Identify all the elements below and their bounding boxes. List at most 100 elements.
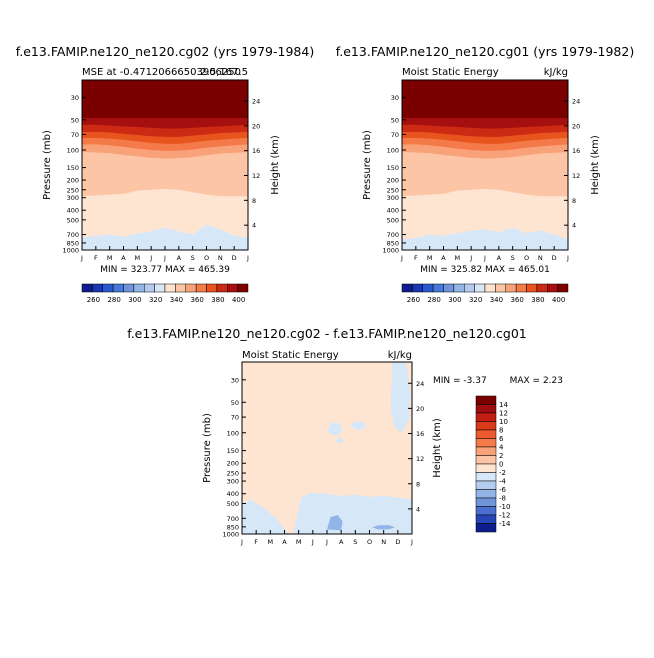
- y-right-tick-label: 12: [572, 172, 580, 180]
- y-tick-label: 150: [387, 164, 399, 172]
- panel-3-stats-max: MAX = 2.23: [510, 376, 563, 386]
- colorbar-swatch: [475, 506, 497, 516]
- colorbar-swatch: [185, 283, 197, 293]
- colorbar-swatch: [475, 514, 497, 524]
- panel-1-subtitle-left: MSE at -0.47120666503906250: [82, 67, 241, 78]
- colorbar-label: 360: [190, 296, 203, 304]
- panel-2: f.e13.FAMIP.ne120_ne120.cg01 (yrs 1979-1…: [336, 44, 634, 304]
- y-right-tick-label: 8: [252, 197, 256, 205]
- colorbar-label: -6: [499, 486, 507, 494]
- x-tick-label: F: [254, 538, 258, 546]
- y-right-tick-label: 8: [572, 197, 576, 205]
- panel-1-stats: MIN = 323.77 MAX = 465.39: [100, 265, 230, 275]
- y-tick-label: 30: [391, 94, 399, 102]
- colorbar-swatch: [475, 480, 497, 490]
- y-tick-label: 200: [67, 177, 79, 185]
- y-tick-label: 30: [71, 94, 79, 102]
- colorbar-swatch: [422, 283, 434, 293]
- colorbar-swatch: [443, 283, 455, 293]
- panel-3: f.e13.FAMIP.ne120_ne120.cg02 - f.e13.FAM…: [127, 326, 563, 546]
- colorbar-swatch: [475, 412, 497, 422]
- panel-2-ylabel: Pressure (mb): [362, 130, 373, 200]
- contour-region: [390, 362, 411, 433]
- panel-2-subtitle-left: Moist Static Energy: [402, 67, 499, 78]
- panel-3-subtitle-left: Moist Static Energy: [242, 350, 339, 361]
- x-tick-label: O: [367, 538, 372, 546]
- panel-3-ylabel: Pressure (mb): [202, 413, 213, 483]
- x-tick-label: J: [469, 254, 472, 262]
- y-tick-label: 30: [231, 376, 239, 384]
- colorbar-label: 6: [499, 435, 504, 443]
- colorbar-label: 0: [499, 461, 503, 469]
- colorbar-swatch: [175, 283, 186, 293]
- y-tick-label: 400: [67, 207, 79, 215]
- contour-level: [82, 80, 248, 119]
- x-tick-label: J: [483, 254, 486, 262]
- colorbar-swatch: [505, 283, 517, 293]
- panel-1-contours: [82, 80, 248, 250]
- colorbar-label: 400: [232, 296, 245, 304]
- y-tick-label: 850: [387, 239, 399, 247]
- colorbar-swatch: [195, 283, 207, 293]
- y-right-tick-label: 24: [252, 98, 260, 106]
- contour-region: [293, 492, 412, 534]
- colorbar-swatch: [453, 283, 465, 293]
- colorbar-label: -4: [499, 478, 507, 486]
- colorbar-label: 14: [499, 401, 508, 409]
- colorbar-label: 260: [87, 296, 100, 304]
- y-tick-label: 700: [67, 231, 79, 239]
- x-tick-label: N: [218, 254, 223, 262]
- y-right-tick-label: 8: [416, 480, 420, 488]
- colorbar-label: 260: [407, 296, 420, 304]
- colorbar-swatch: [102, 283, 114, 293]
- colorbar-swatch: [412, 283, 423, 293]
- x-tick-label: A: [497, 254, 502, 262]
- colorbar-swatch: [495, 283, 506, 293]
- y-right-tick-label: 20: [252, 122, 260, 130]
- colorbar-label: 400: [552, 296, 565, 304]
- contour-region: [335, 436, 344, 445]
- x-tick-label: J: [325, 538, 328, 546]
- x-tick-label: S: [511, 254, 515, 262]
- colorbar-label: 2: [499, 452, 503, 460]
- x-tick-label: J: [311, 538, 314, 546]
- y-tick-label: 250: [67, 186, 79, 194]
- panel-3-axes: J F M A M J J A S O N D J305070100150200250300400500…: [222, 376, 424, 546]
- panel-2-colorbar: 260 280 300 320 340 360 380 400: [401, 283, 569, 304]
- x-tick-label: F: [94, 254, 98, 262]
- panel-2-subtitle-right: kJ/kg: [544, 67, 568, 78]
- panel-2-axes: J F M A M J J A S O N D J305070100150200250300400500…: [382, 94, 580, 262]
- y-right-tick-label: 24: [416, 380, 424, 388]
- colorbar-swatch: [475, 429, 497, 439]
- colorbar-label: 280: [427, 296, 440, 304]
- panel-2-contours: [402, 80, 568, 250]
- x-tick-label: M: [135, 254, 141, 262]
- y-right-tick-label: 4: [416, 505, 420, 513]
- x-tick-label: O: [524, 254, 529, 262]
- y-tick-label: 100: [387, 146, 399, 154]
- y-right-tick-label: 12: [252, 172, 260, 180]
- colorbar-swatch: [92, 283, 103, 293]
- x-tick-label: J: [246, 254, 249, 262]
- x-tick-label: O: [204, 254, 209, 262]
- y-tick-label: 1000: [222, 531, 239, 539]
- colorbar-swatch: [216, 283, 228, 293]
- x-tick-label: D: [232, 254, 237, 262]
- panel-3-contours: [242, 362, 412, 534]
- x-tick-label: M: [268, 538, 274, 546]
- panel-3-title: f.e13.FAMIP.ne120_ne120.cg02 - f.e13.FAM…: [127, 326, 527, 341]
- colorbar-swatch: [475, 523, 497, 533]
- colorbar-swatch: [206, 283, 218, 293]
- x-tick-label: D: [395, 538, 400, 546]
- panel-1-axes: J F M A M J J A S O N D J305070100150200250300400500…: [62, 94, 260, 262]
- colorbar-swatch: [227, 283, 238, 293]
- colorbar-swatch: [557, 283, 569, 293]
- colorbar-swatch: [475, 395, 497, 405]
- x-tick-label: J: [400, 254, 403, 262]
- contour-region: [327, 422, 343, 435]
- colorbar-swatch: [526, 283, 538, 293]
- colorbar-swatch: [401, 283, 413, 293]
- y-tick-label: 50: [71, 116, 79, 124]
- y-tick-label: 70: [391, 131, 399, 139]
- colorbar-label: 280: [107, 296, 120, 304]
